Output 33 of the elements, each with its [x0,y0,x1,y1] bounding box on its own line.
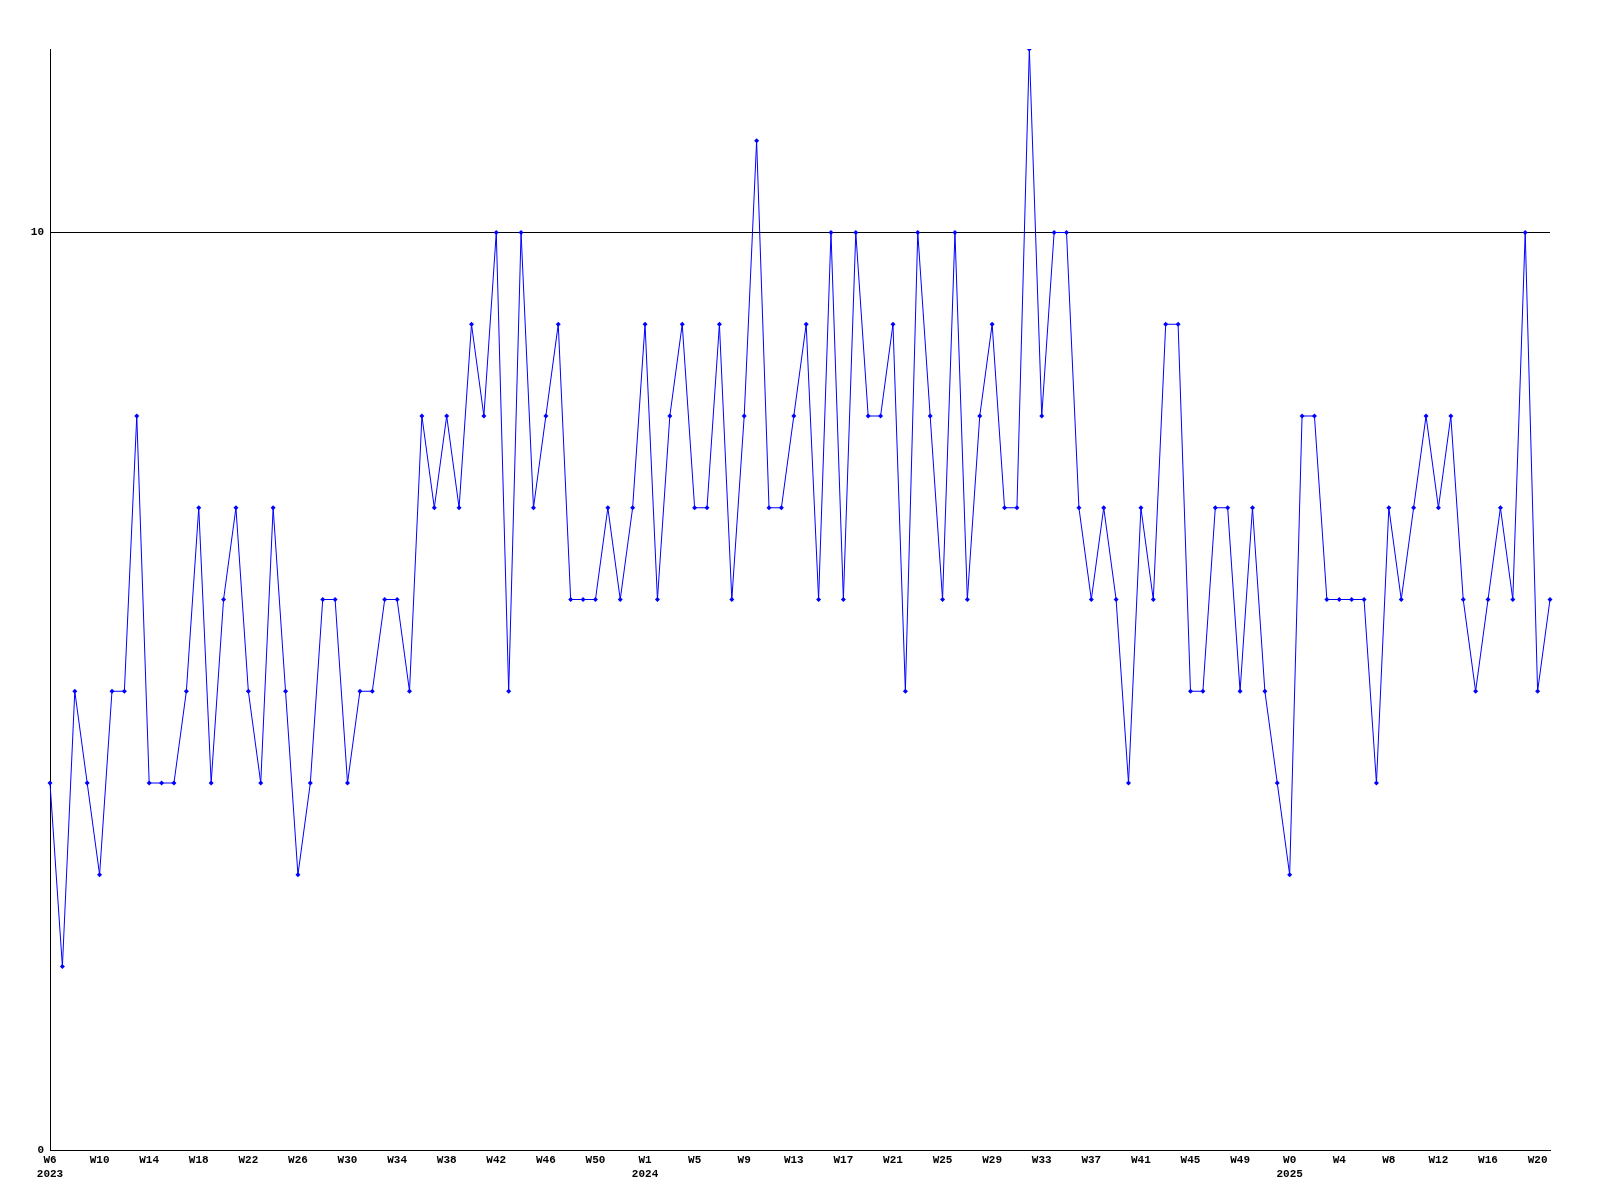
x-tick-label: W20 [1527,1154,1548,1167]
x-tick-label: W33 [1031,1154,1053,1167]
x-tick-label: W16 [1478,1154,1498,1167]
y-tick-label: 0 [37,1143,44,1156]
x-tick-label: W8 [1382,1154,1396,1167]
x-tick-label: W0 2025 [1276,1154,1304,1180]
x-tick-label: W5 [688,1154,702,1167]
x-tick-label: W37 [1081,1154,1102,1167]
x-tick-label: W9 [737,1154,751,1167]
x-tick-label: W45 [1180,1154,1201,1167]
x-tick-label: W22 [238,1154,259,1167]
x-tick-label: W46 [535,1154,556,1167]
x-tick-label: W18 [188,1154,210,1167]
x-tick-label: W10 [89,1154,110,1167]
x-tick-label: W41 [1131,1154,1152,1167]
x-tick-label: W42 [486,1154,507,1167]
x-tick-label: W1 2024 [631,1154,659,1180]
x-tick-label: W38 [436,1154,457,1167]
x-tick-label: W34 [387,1154,408,1167]
x-tick-label: W25 [932,1154,953,1167]
x-tick-label: W26 [288,1154,308,1167]
x-tick-label: W6 2023 [36,1154,64,1180]
x-tick-label: W13 [783,1154,805,1167]
x-tick-label: W14 [139,1154,160,1167]
x-tick-label: W17 [833,1154,854,1167]
x-tick-label: W50 [585,1154,606,1167]
x-tick-label: W21 [883,1154,904,1167]
x-tick-label: W4 [1332,1154,1347,1167]
x-tick-label: W49 [1230,1154,1250,1167]
x-tick-label: W12 [1428,1154,1449,1167]
y-tick-label: 10 [30,226,44,239]
x-tick-label: W30 [337,1154,358,1167]
x-tick-label: W29 [982,1154,1003,1167]
